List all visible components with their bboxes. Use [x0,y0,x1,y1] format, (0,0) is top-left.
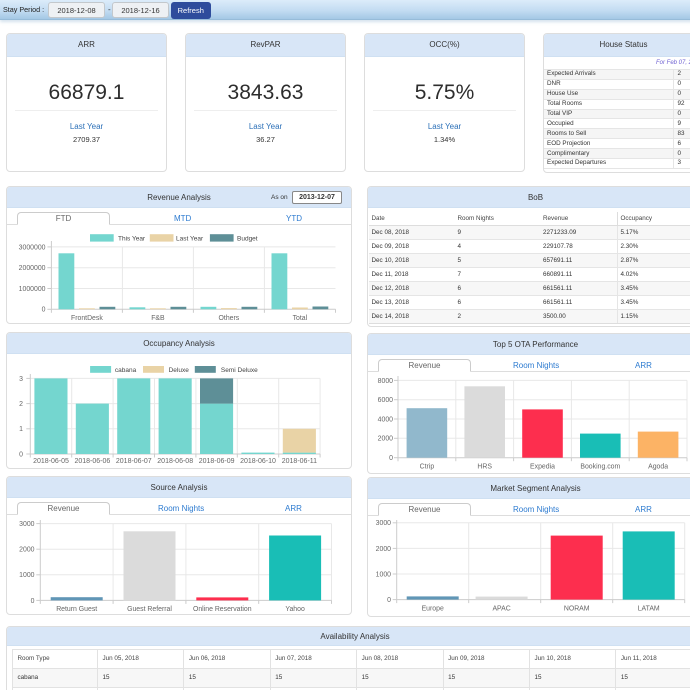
svg-text:1: 1 [19,426,23,433]
svg-text:Booking.com: Booking.com [580,464,620,471]
svg-text:2018-06-08: 2018-06-08 [157,458,193,465]
svg-text:NORAM: NORAM [564,606,590,613]
svg-text:Last Year: Last Year [176,236,204,243]
svg-text:0: 0 [31,598,35,605]
svg-text:3000: 3000 [376,521,391,528]
svg-text:LATAM: LATAM [638,606,660,613]
svg-text:2018-06-09: 2018-06-09 [199,458,235,465]
svg-text:1000: 1000 [19,572,34,579]
svg-text:2018-06-11: 2018-06-11 [282,458,317,465]
svg-text:Ctrip: Ctrip [420,464,435,471]
svg-text:Deluxe: Deluxe [169,367,190,374]
svg-text:3000000: 3000000 [19,244,46,251]
svg-text:0: 0 [19,451,23,458]
svg-text:2018-06-05: 2018-06-05 [33,458,69,465]
svg-text:0: 0 [389,455,393,462]
svg-text:Online Reservation: Online Reservation [193,606,252,613]
svg-text:FrontDesk: FrontDesk [71,315,103,322]
svg-text:Europe: Europe [422,606,444,613]
svg-text:1000000: 1000000 [19,286,46,293]
svg-text:Guest Referral: Guest Referral [127,606,172,613]
svg-text:2000: 2000 [376,546,391,553]
svg-text:2018-06-07: 2018-06-07 [116,458,152,465]
svg-text:cabana: cabana [115,367,137,374]
svg-text:2000: 2000 [378,436,393,443]
svg-text:This Year: This Year [118,236,146,243]
svg-text:2000: 2000 [19,547,34,554]
svg-text:Budget: Budget [237,236,258,243]
svg-text:Expedia: Expedia [530,464,555,471]
svg-text:Agoda: Agoda [648,464,668,471]
svg-text:2000000: 2000000 [19,265,46,272]
svg-text:Yahoo: Yahoo [285,606,305,613]
svg-text:F&B: F&B [151,315,165,322]
svg-text:Total: Total [293,315,308,322]
svg-text:2: 2 [19,401,23,408]
svg-text:4000: 4000 [378,416,393,423]
svg-text:2018-06-10: 2018-06-10 [240,458,276,465]
svg-text:0: 0 [387,597,391,604]
svg-text:HRS: HRS [477,464,492,471]
svg-text:8000: 8000 [378,378,393,385]
svg-text:0: 0 [42,307,46,314]
svg-text:2018-06-06: 2018-06-06 [74,458,110,465]
svg-text:6000: 6000 [378,397,393,404]
svg-text:Semi Deluxe: Semi Deluxe [221,367,258,374]
svg-text:APAC: APAC [492,606,510,613]
svg-text:3: 3 [19,376,23,383]
svg-text:1000: 1000 [376,572,391,579]
svg-text:Others: Others [219,315,240,322]
svg-text:3000: 3000 [19,521,34,528]
svg-text:Return Guest: Return Guest [56,606,97,613]
